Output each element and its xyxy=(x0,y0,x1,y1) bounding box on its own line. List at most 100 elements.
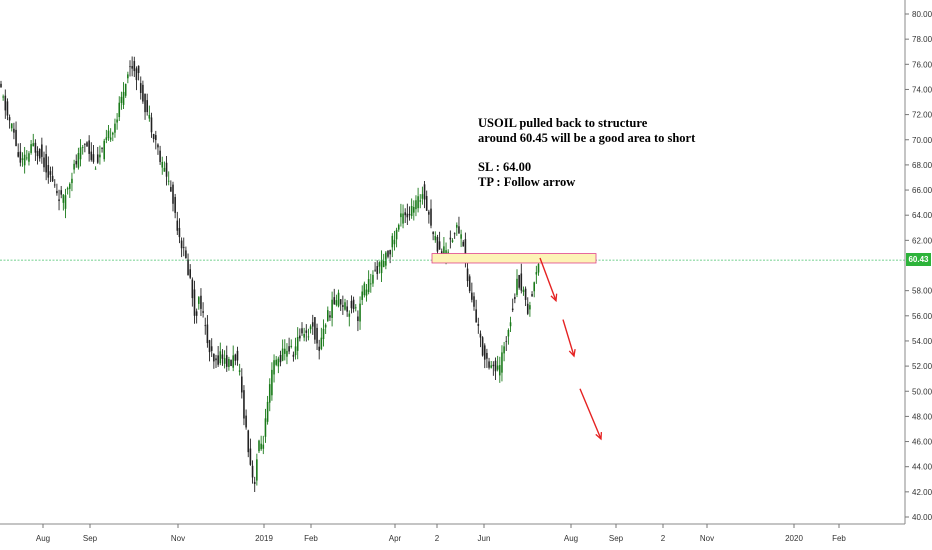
candle-body xyxy=(234,354,237,361)
arrow-segment xyxy=(539,257,557,301)
y-tick-label: 72.00 xyxy=(912,111,932,120)
candle-body xyxy=(247,430,250,453)
candle-body xyxy=(198,297,200,304)
candle-body xyxy=(79,147,82,160)
y-tick-label: 76.00 xyxy=(912,60,932,69)
candle-body xyxy=(518,275,520,288)
candle-body xyxy=(533,282,535,292)
candle-body xyxy=(471,292,473,300)
y-tick-label: 46.00 xyxy=(912,438,932,447)
candle-body xyxy=(129,66,131,68)
candle-body xyxy=(374,269,376,271)
candle-body xyxy=(215,358,217,361)
candle-body xyxy=(479,333,482,338)
candle-body xyxy=(460,234,462,239)
candle-body xyxy=(488,361,490,368)
candle-body xyxy=(378,262,381,267)
projection-arrow[interactable] xyxy=(539,257,603,441)
candle-body xyxy=(178,227,181,238)
candle-body xyxy=(107,130,110,138)
y-tick-label: 56.00 xyxy=(912,312,932,321)
x-tick-label: Feb xyxy=(304,534,318,543)
candle-body xyxy=(96,154,99,163)
short-zone-box[interactable] xyxy=(431,253,597,264)
candle-body xyxy=(421,194,424,199)
candle-body xyxy=(172,184,174,204)
candle-body xyxy=(456,224,458,228)
candle-body xyxy=(294,346,297,356)
x-tick-label: Nov xyxy=(700,534,714,543)
candle-body xyxy=(139,83,142,93)
candle-body xyxy=(271,369,273,396)
candle-body xyxy=(419,200,422,202)
candle-body xyxy=(45,154,47,173)
candle-body xyxy=(41,144,43,157)
candle-body xyxy=(432,232,434,235)
candle-body xyxy=(501,352,503,373)
candle-body xyxy=(324,324,327,328)
candle-body xyxy=(51,175,54,182)
candle-body xyxy=(367,279,370,293)
candle-body xyxy=(71,178,73,184)
candle-body xyxy=(15,129,17,146)
candle-body xyxy=(53,184,56,186)
candle-body xyxy=(43,157,45,168)
candle-body xyxy=(434,236,437,241)
candle-body xyxy=(206,324,209,344)
candle-body xyxy=(522,289,525,292)
candle-body xyxy=(359,303,361,322)
candle-body xyxy=(514,297,516,300)
x-axis[interactable]: Aug Sep Nov 2019 Feb Apr 2 Jun Aug Sep 2 Nov 2020 Feb xyxy=(36,524,847,543)
candle-body xyxy=(531,294,533,297)
y-tick-label: 64.00 xyxy=(912,211,932,220)
candle-body xyxy=(13,128,15,133)
candle-body xyxy=(333,297,336,305)
candle-body xyxy=(232,355,234,368)
candle-body xyxy=(281,348,284,361)
candle-body xyxy=(182,246,185,248)
candle-body xyxy=(318,346,320,351)
x-tick-label: Aug xyxy=(36,534,50,543)
candle-body xyxy=(331,299,333,318)
x-tick-label: Aug xyxy=(564,534,578,543)
candle-body xyxy=(354,307,357,309)
candle-body xyxy=(339,299,342,305)
candle-body xyxy=(56,190,58,194)
candle-body xyxy=(112,132,114,135)
candle-body xyxy=(447,251,449,253)
candle-body xyxy=(430,208,432,226)
y-tick-label: 62.00 xyxy=(912,236,932,245)
candle-body xyxy=(73,163,75,170)
candle-body xyxy=(494,360,497,372)
candle-body xyxy=(443,246,445,257)
candle-body xyxy=(204,325,207,327)
candle-body xyxy=(109,137,112,140)
candle-body xyxy=(408,214,411,216)
candle-body xyxy=(466,268,469,282)
candle-body xyxy=(144,93,146,113)
candle-body xyxy=(99,154,101,158)
annotation-sl: SL : 64.00 xyxy=(478,160,532,174)
candle-body xyxy=(200,295,202,309)
x-tick-label: Apr xyxy=(389,534,402,543)
y-tick-label: 70.00 xyxy=(912,136,932,145)
candle-body xyxy=(180,240,183,249)
x-tick-label: Sep xyxy=(83,534,98,543)
candle-body xyxy=(329,315,331,318)
candle-body xyxy=(124,83,127,96)
candle-body xyxy=(137,65,140,74)
trade-annotation[interactable]: USOIL pulled back to structure around 60… xyxy=(478,116,695,190)
candle-body xyxy=(6,101,9,116)
candle-body xyxy=(505,340,508,342)
candle-body xyxy=(19,151,22,163)
x-tick-label: Nov xyxy=(171,534,185,543)
candle-body xyxy=(537,264,540,273)
arrow-head xyxy=(568,349,576,358)
y-axis[interactable]: 80.00 78.00 76.00 74.00 72.00 70.00 68.00 66.00… xyxy=(905,10,932,522)
candle-body xyxy=(529,305,531,310)
candle-body xyxy=(316,327,318,344)
candle-body xyxy=(223,358,226,364)
candle-body xyxy=(352,299,355,309)
candle-body xyxy=(492,364,495,367)
